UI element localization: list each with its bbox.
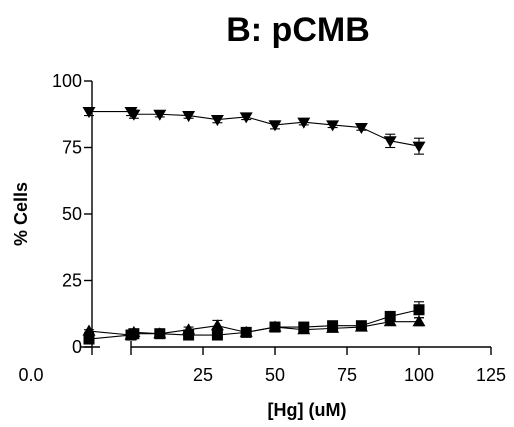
square-marker: [183, 329, 195, 341]
baseline-connector: [88, 330, 132, 336]
triangle-up-marker: [354, 320, 368, 332]
y-tick-label: 50: [62, 204, 82, 224]
triangle-down-marker: [354, 123, 368, 135]
y-tick-label: 100: [52, 71, 82, 91]
x-tick-label: 25: [193, 365, 213, 385]
triangle-down-marker: [412, 141, 426, 153]
square-marker: [83, 333, 95, 345]
triangle-down-marker: [268, 120, 282, 132]
baseline-connector: [88, 334, 132, 340]
y-axis-label: % Cells: [11, 182, 31, 246]
x-tick-label: 50: [265, 365, 285, 385]
x-tick-label: 125: [476, 365, 506, 385]
x-tick-label: 100: [404, 365, 434, 385]
series-triangle-up: [82, 315, 426, 340]
triangle-up-marker: [383, 315, 397, 327]
triangle-up-marker: [412, 315, 426, 327]
series-triangle-down: [82, 107, 426, 155]
x-tick-label: 75: [337, 365, 357, 385]
square-marker: [413, 304, 425, 316]
triangle-up-marker: [182, 323, 196, 335]
triangle-up-marker: [153, 327, 167, 339]
triangle-down-marker: [127, 109, 141, 121]
chart-title: B: pCMB: [226, 11, 370, 49]
plot-area: [82, 107, 426, 345]
triangle-down-marker: [210, 115, 224, 127]
triangle-up-marker: [210, 319, 224, 331]
triangle-down-marker: [297, 117, 311, 129]
triangle-up-marker: [127, 325, 141, 337]
triangle-up-marker: [326, 321, 340, 333]
triangle-down-marker: [239, 112, 253, 124]
y-tick-label: 75: [62, 138, 82, 158]
x-axis-label: [Hg] (uM): [268, 400, 347, 420]
triangle-down-marker: [182, 111, 196, 123]
triangle-down-marker: [383, 136, 397, 148]
triangle-down-marker: [153, 109, 167, 121]
x-tick-label: 0.0: [18, 365, 43, 385]
y-tick-label: 0: [72, 337, 82, 357]
triangle-down-marker: [326, 120, 340, 132]
triangle-up-marker: [268, 320, 282, 332]
triangle-down-marker: [82, 107, 96, 119]
axes: 0 25 50 75 100 0.0 25 50 75 100 125: [18, 71, 506, 385]
triangle-up-marker: [82, 324, 96, 336]
triangle-up-marker: [239, 325, 253, 337]
triangle-up-marker: [297, 323, 311, 335]
square-marker: [211, 329, 223, 341]
y-tick-label: 25: [62, 271, 82, 291]
